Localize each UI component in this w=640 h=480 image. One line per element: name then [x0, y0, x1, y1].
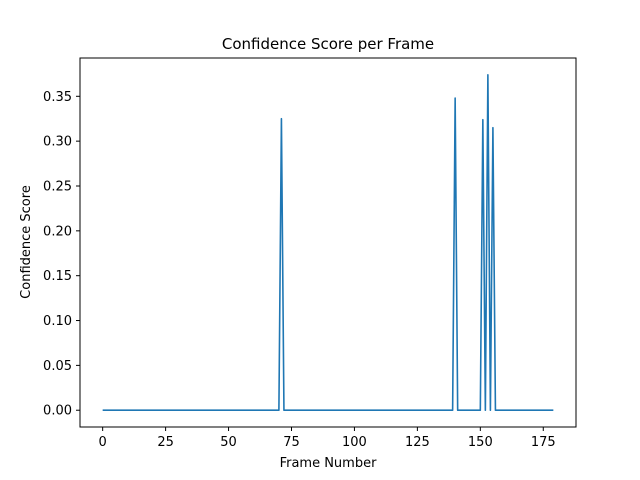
- plot-frame: [79, 57, 577, 428]
- y-axis-ticks: 0.00 0.05 0.10 0.15 0.20 0.25 0.30 0.35: [43, 90, 80, 419]
- y-tick-label: 0.25: [43, 179, 72, 194]
- y-axis-label: Confidence Score: [19, 185, 34, 299]
- x-tick-label: 50: [220, 435, 237, 450]
- x-tick-label: 125: [405, 435, 430, 450]
- series-layer: [102, 73, 554, 412]
- x-tick-label: 100: [342, 435, 367, 450]
- x-axis-label: Frame Number: [280, 456, 378, 471]
- x-tick-label: 0: [99, 435, 107, 450]
- x-tick-label: 150: [468, 435, 493, 450]
- y-tick-label: 0.05: [43, 359, 72, 374]
- y-tick-label: 0.00: [43, 404, 72, 419]
- x-tick-label: 75: [283, 435, 300, 450]
- y-tick-label: 0.35: [43, 90, 72, 105]
- y-tick-label: 0.10: [43, 314, 72, 329]
- x-tick-label: 25: [157, 435, 174, 450]
- x-tick-label: 175: [531, 435, 556, 450]
- series-line-0: [102, 73, 554, 412]
- y-tick-label: 0.20: [43, 224, 72, 239]
- y-tick-label: 0.30: [43, 135, 72, 150]
- plot-area: [80, 58, 576, 427]
- chart-title: Confidence Score per Frame: [222, 35, 434, 53]
- y-tick-label: 0.15: [43, 269, 72, 284]
- x-axis-ticks: 0 25 50 75 100 125 150 175: [99, 427, 556, 450]
